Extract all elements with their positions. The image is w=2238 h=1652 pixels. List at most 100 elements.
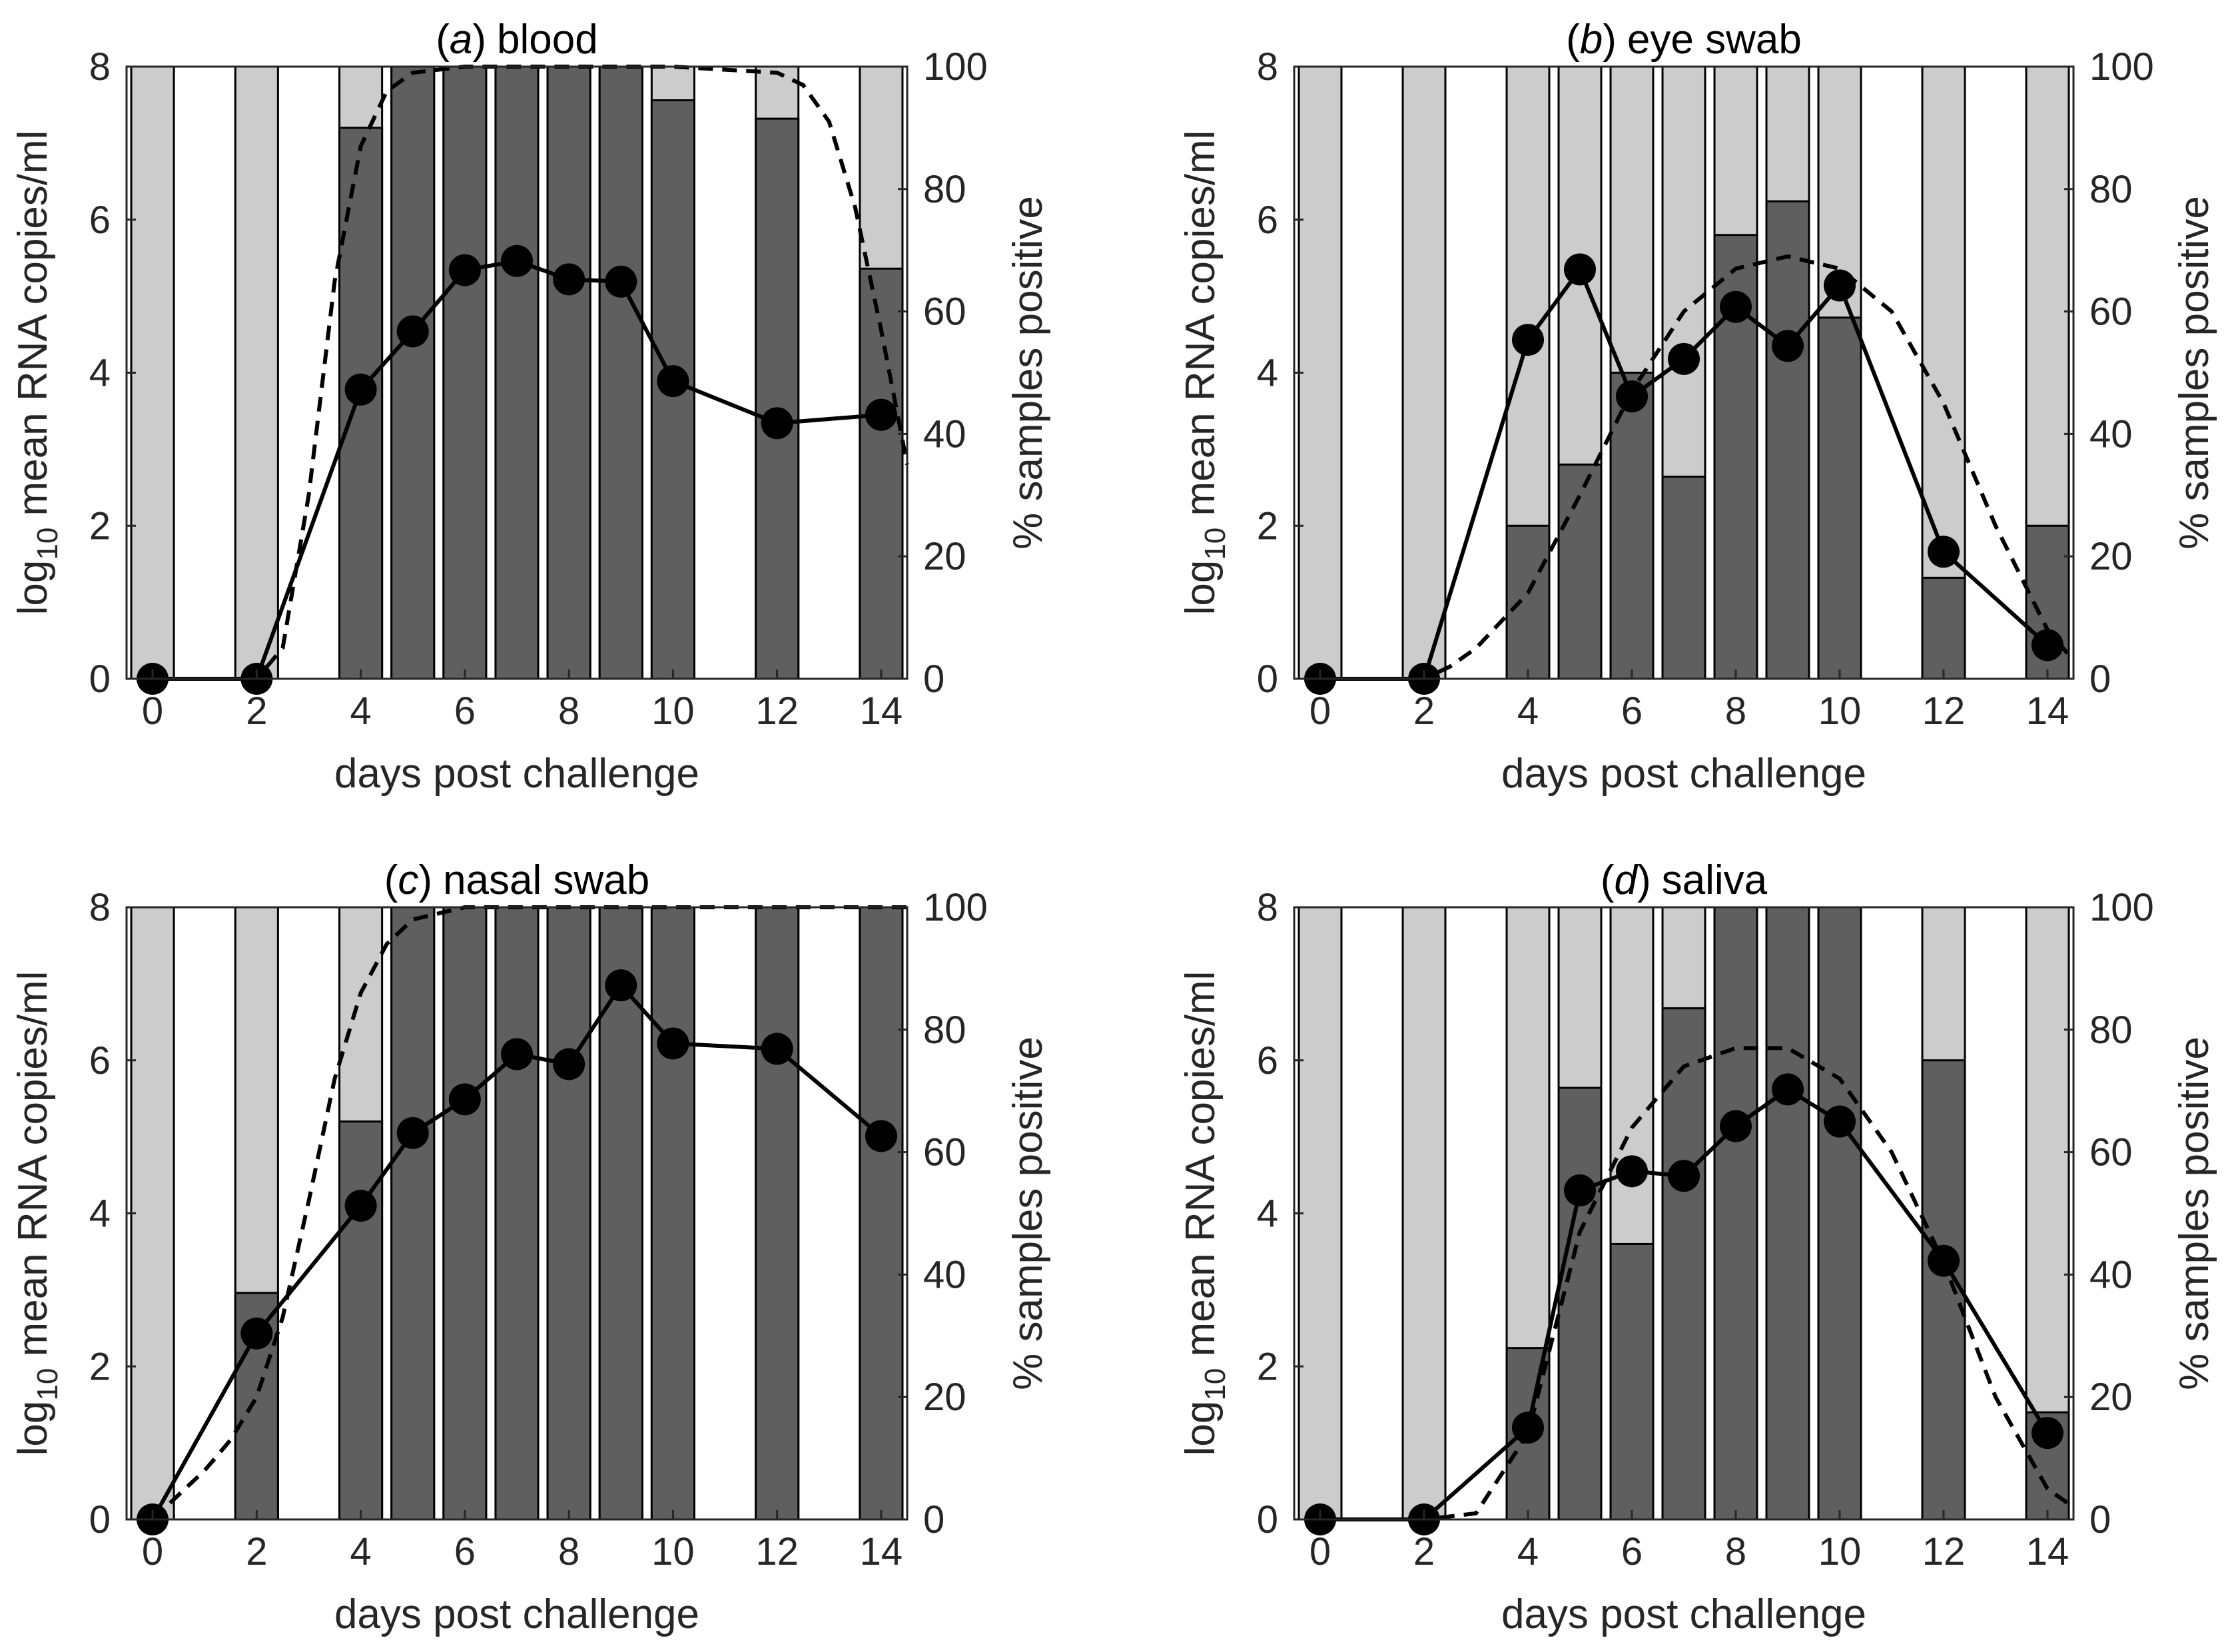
- title-close: ): [418, 857, 432, 903]
- bar-positive-day-8: [546, 65, 591, 680]
- mean-rna-point-day-6: [448, 1083, 481, 1116]
- y2-tick-label: 40: [2089, 412, 2133, 456]
- mean-rna-point-day-12: [1928, 1244, 1960, 1277]
- mean-rna-point-day-6: [1616, 380, 1648, 413]
- y-axis-label-log: log: [1178, 560, 1224, 616]
- y2-tick-label: 100: [923, 886, 988, 929]
- y-tick-label: 4: [1257, 352, 1278, 395]
- x-tick-label: 6: [1621, 689, 1643, 733]
- bar-positive-day-9: [1765, 906, 1810, 1521]
- bar-total-day-2: [1401, 65, 1447, 680]
- bar-positive-day-5: [390, 65, 436, 680]
- y-tick-label: 2: [1257, 1345, 1278, 1388]
- mean-rna-point-day-10: [657, 1027, 689, 1060]
- mean-rna-point-day-8: [553, 263, 585, 296]
- title-letter: a: [450, 17, 472, 63]
- bar-positive-day-12: [1921, 1059, 1966, 1521]
- mean-rna-point-day-5: [396, 1116, 429, 1149]
- panel-title: (b) eye swab: [1566, 17, 1802, 63]
- bar-positive-day-10: [1817, 906, 1862, 1521]
- y2-tick-label: 80: [923, 1009, 966, 1052]
- fitted-curve: [1320, 1046, 2075, 1521]
- mean-rna-point-day-5: [1564, 1174, 1596, 1207]
- y2-tick-label: 80: [2089, 168, 2133, 211]
- mean-rna-point-day-9: [605, 265, 637, 298]
- y2-tick-label: 0: [2089, 657, 2111, 701]
- x-tick-label: 12: [1922, 1530, 1966, 1573]
- x-tick-label: 8: [558, 689, 579, 733]
- title-open: (: [436, 17, 450, 63]
- x-tick-label: 14: [860, 1530, 903, 1573]
- y2-tick-label: 20: [923, 535, 966, 578]
- y-tick-label: 4: [89, 1192, 111, 1236]
- y-tick-label: 8: [89, 886, 111, 929]
- bar-positive-day-6: [442, 906, 488, 1521]
- x-tick-label: 0: [1309, 1530, 1331, 1573]
- x-tick-label: 2: [246, 1530, 267, 1573]
- y2-tick-label: 60: [2089, 1131, 2133, 1174]
- y2-tick-label: 100: [923, 45, 988, 89]
- mean-rna-point-day-7: [501, 1038, 533, 1070]
- mean-rna-point-day-8: [1720, 1110, 1752, 1142]
- x-tick-label: 6: [1621, 1530, 1643, 1573]
- y2-tick-label: 80: [923, 168, 966, 211]
- y2-tick-label: 40: [923, 412, 966, 456]
- y-axis-label-sub: 10: [1199, 528, 1232, 560]
- title-name: nasal swab: [443, 857, 649, 903]
- mean-rna-point-day-10: [1824, 1105, 1856, 1138]
- bar-positive-day-12: [755, 906, 800, 1521]
- y2-tick-label: 0: [923, 1498, 944, 1541]
- x-tick-label: 14: [2026, 689, 2069, 733]
- y2-axis-label: % samples positive: [1005, 196, 1051, 550]
- mean-rna-point-day-14: [865, 1120, 897, 1152]
- mean-rna-point-day-6: [1616, 1155, 1648, 1188]
- bar-positive-day-10: [1817, 316, 1862, 680]
- bar-total-day-0: [130, 65, 175, 680]
- mean-rna-point-day-5: [1564, 253, 1596, 286]
- mean-rna-point-day-4: [344, 1190, 377, 1222]
- x-tick-label: 4: [350, 1530, 371, 1573]
- y2-axis-label: % samples positive: [1005, 1036, 1051, 1390]
- x-tick-label: 0: [142, 689, 163, 733]
- y-axis-label: log10 mean RNA copies/ml: [10, 971, 64, 1456]
- bar-total-day-0: [130, 906, 175, 1521]
- mean-rna-point-day-9: [1772, 1073, 1804, 1106]
- title-open: (: [1566, 17, 1580, 63]
- x-axis-label: days post challenge: [334, 751, 699, 797]
- fitted-curve: [1320, 254, 2075, 681]
- bar-total-day-2: [234, 65, 279, 680]
- bar-positive-day-14: [859, 267, 904, 680]
- y-tick-label: 2: [89, 504, 111, 548]
- y-axis-label: log10 mean RNA copies/ml: [1178, 971, 1232, 1456]
- title-open: (: [1601, 857, 1615, 903]
- mean-rna-point-day-12: [761, 1032, 793, 1065]
- panel-title: (d) saliva: [1601, 857, 1768, 903]
- y-tick-label: 2: [1257, 504, 1278, 548]
- y-tick-label: 2: [89, 1345, 111, 1388]
- y2-tick-label: 80: [2089, 1009, 2133, 1052]
- y2-tick-label: 40: [923, 1253, 966, 1296]
- y-tick-label: 4: [1257, 1192, 1278, 1236]
- title-close: ): [472, 17, 486, 63]
- y-axis-label-rest: mean RNA copies/ml: [1178, 131, 1224, 528]
- x-axis-label: days post challenge: [1501, 1591, 1866, 1637]
- bar-positive-day-6: [1609, 1242, 1655, 1521]
- x-tick-label: 0: [1309, 689, 1331, 733]
- bar-positive-day-9: [1765, 200, 1810, 680]
- y-tick-label: 6: [1257, 1039, 1278, 1082]
- mean-rna-point-day-6: [448, 254, 481, 286]
- mean-rna-point-day-9: [1772, 330, 1804, 362]
- y2-axis-label: % samples positive: [2171, 1036, 2217, 1390]
- y2-tick-label: 100: [2089, 886, 2154, 929]
- x-axis-label: days post challenge: [1501, 751, 1866, 797]
- y2-tick-label: 40: [2089, 1253, 2133, 1296]
- bar-positive-day-5: [390, 906, 436, 1521]
- bar-positive-day-10: [650, 906, 695, 1521]
- x-tick-label: 2: [1413, 689, 1435, 733]
- y-tick-label: 0: [1257, 1498, 1278, 1541]
- y-axis-label-log: log: [10, 560, 56, 616]
- title-letter: c: [398, 857, 418, 903]
